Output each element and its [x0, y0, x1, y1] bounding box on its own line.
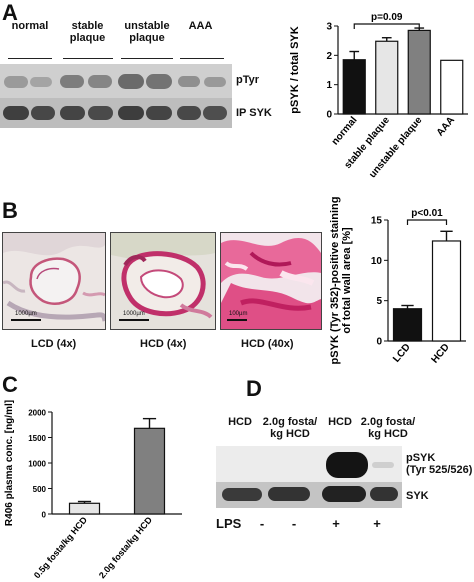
x-tick-label: 0.5g fosta/kg HCD — [32, 514, 89, 580]
blot-d-lps-value: - — [259, 516, 265, 531]
micrograph-hcd-4x: 1000µm — [110, 232, 216, 330]
blot-a-label-unstable: unstable plaque — [124, 20, 170, 44]
significance-bracket — [406, 219, 448, 225]
micrograph-lcd-4x: 1000µm — [2, 232, 106, 330]
x-tick-label: AAA — [435, 115, 457, 139]
blot-a-lane-line — [63, 58, 113, 59]
blot-a-ipsyk-label: IP SYK — [236, 107, 272, 119]
blot-d-syk — [216, 482, 402, 508]
y-tick-label: 0 — [42, 511, 47, 520]
bar-0-5g-fosta-kg-hcd — [68, 502, 101, 515]
blot-d-psyk — [216, 446, 402, 482]
chart-c: 0 500 1000 1500 2000 R406 plasma conc. [ng/ml… — [4, 400, 182, 580]
blot-d-col-label: HCD — [328, 416, 352, 428]
y-tick-label: 0 — [376, 337, 382, 348]
micrograph-caption-lcd-4x: LCD (4x) — [31, 338, 77, 350]
y-axis-label: pSYK (Tyr 352)-positive stainingof total… — [329, 197, 353, 365]
micrograph-caption-hcd-4x: HCD (4x) — [140, 338, 187, 350]
y-tick-label: 5 — [376, 296, 382, 307]
y-tick-label: 1 — [326, 80, 332, 91]
significance-bracket — [353, 23, 420, 29]
x-tick-label: normal — [330, 115, 360, 148]
y-tick-label: 2000 — [28, 409, 46, 418]
blot-d-col-label: HCD — [228, 416, 252, 428]
blot-d-col-label: 2.0g fosta/ kg HCD — [262, 416, 318, 440]
micrograph-caption-hcd-40x: HCD (40x) — [241, 338, 294, 350]
bar-normal — [342, 59, 366, 115]
panel-b-letter: B — [2, 198, 18, 223]
y-tick-label: 1500 — [28, 434, 46, 443]
bar-unstable-plaque — [407, 29, 431, 115]
blot-a-label-normal: normal — [11, 20, 49, 32]
chart-b: 0 5 10 15 pSYK (Tyr 352)-positive stainingof… — [329, 197, 466, 366]
blot-a-lane-line — [121, 58, 173, 59]
y-tick-label: 3 — [326, 22, 332, 33]
y-axis-label: R406 plasma conc. [ng/ml] — [4, 400, 15, 526]
blot-d-col-label: 2.0g fosta/ kg HCD — [360, 416, 416, 440]
blot-d-syk-label: SYK — [406, 490, 429, 502]
bar-hcd — [431, 240, 462, 342]
blot-a-ptyr — [0, 64, 232, 98]
bar-2-0g-fosta-kg-hcd — [133, 427, 166, 515]
x-tick-label: 2.0g fosta/kg HCD — [97, 514, 154, 580]
blot-d-lps-value: + — [373, 516, 381, 531]
blot-d-lps-value: - — [291, 516, 297, 531]
panel-c-letter: C — [2, 372, 18, 397]
bar-aaa — [440, 59, 464, 115]
blot-a-ptyr-label: pTyr — [236, 74, 260, 86]
blot-d-psyk-label: pSYK (Tyr 525/526) — [406, 452, 473, 476]
significance-label: p<0.01 — [411, 208, 443, 219]
x-tick-label: LCD — [391, 342, 413, 365]
y-tick-label: 0 — [326, 110, 332, 121]
bar-stable-plaque — [375, 40, 399, 115]
x-tick-label: HCD — [429, 342, 451, 366]
y-tick-label: 500 — [33, 485, 47, 494]
y-axis-label: pSYK / total SYK — [289, 26, 301, 113]
blot-a-label-aaa: AAA — [188, 20, 213, 32]
micrograph-hcd-4x-scale: 1000µm — [123, 311, 145, 317]
panel-d-letter: D — [246, 376, 262, 401]
y-tick-label: 10 — [371, 256, 383, 267]
blot-a-label-stable: stable plaque — [69, 20, 106, 44]
micrograph-hcd-40x: 100µm — [220, 232, 322, 330]
micrograph-hcd-40x-scale: 100µm — [229, 311, 248, 317]
bar-lcd — [392, 308, 423, 342]
y-tick-label: 15 — [371, 216, 383, 227]
blot-d-lps-label: LPS — [216, 516, 242, 531]
blot-a-ipsyk — [0, 98, 232, 128]
y-tick-label: 1000 — [28, 460, 46, 469]
significance-label: p=0.09 — [371, 12, 403, 23]
panel-a-letter: A — [2, 0, 18, 25]
blot-d-lps-value: + — [332, 516, 340, 531]
y-tick-label: 2 — [326, 51, 332, 62]
blot-a-lane-line — [180, 58, 224, 59]
micrograph-lcd-4x-scale: 1000µm — [15, 311, 37, 317]
blot-a-lane-line — [8, 58, 52, 59]
